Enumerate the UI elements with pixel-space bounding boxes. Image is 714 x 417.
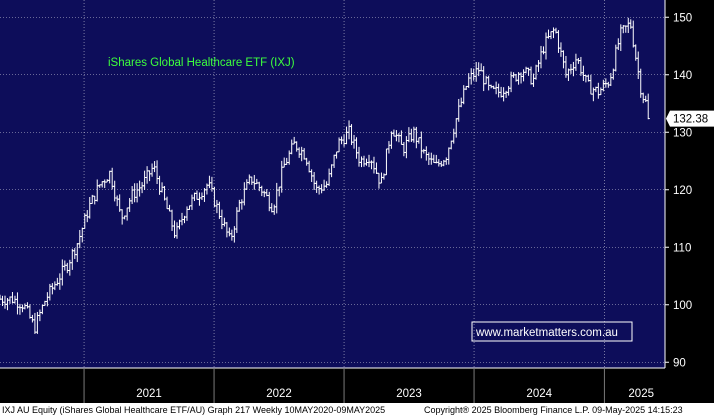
y-tick-label: 150 — [673, 12, 692, 24]
gridlines — [0, 0, 665, 368]
watermark: www.marketmatters.com.au — [471, 321, 633, 342]
x-tick-label: 2021 — [136, 388, 162, 400]
x-tick-label: 2024 — [526, 388, 552, 400]
y-tick-label: 100 — [673, 300, 692, 312]
last-price-label: 132.38 — [666, 110, 714, 127]
x-tick-label: 2025 — [628, 388, 654, 400]
y-tick-label: 110 — [673, 242, 691, 254]
x-axis-band — [0, 368, 714, 403]
y-tick-label: 120 — [673, 185, 692, 197]
chart: iShares Global Healthcare ETF (IXJ) www.… — [0, 0, 714, 403]
x-tick-label: 2022 — [266, 388, 292, 400]
footer-security-info: IXJ AU Equity (iShares Global Healthcare… — [2, 405, 386, 415]
watermark-text: www.marketmatters.com.au — [475, 327, 618, 339]
chart-title: iShares Global Healthcare ETF (IXJ) — [108, 57, 295, 69]
footer: IXJ AU Equity (iShares Global Healthcare… — [0, 403, 714, 417]
plot-area — [0, 0, 665, 368]
price-bar — [646, 93, 650, 120]
x-tick-label: 2023 — [396, 388, 422, 400]
y-axis: 90 100 110 120 130 140 150 — [664, 0, 692, 369]
y-tick-label: 90 — [673, 357, 686, 369]
last-price-marker — [666, 110, 714, 127]
y-tick-label: 130 — [673, 127, 692, 139]
footer-copyright: Copyright® 2025 Bloomberg Finance L.P. 0… — [424, 405, 683, 415]
y-tick-label: 140 — [673, 70, 692, 82]
price-bars — [0, 17, 650, 334]
last-price-value: 132.38 — [673, 114, 708, 126]
x-axis: 2021 2022 2023 2024 2025 — [0, 367, 714, 403]
watermark-box — [471, 321, 633, 342]
